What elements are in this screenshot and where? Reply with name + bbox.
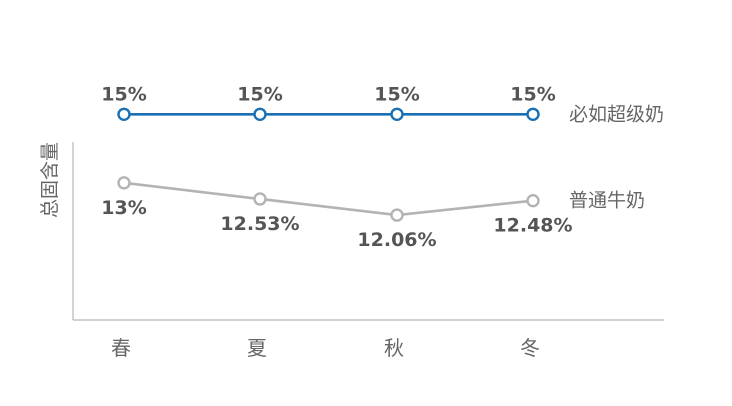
y-axis-label: 总固含量 — [39, 142, 61, 218]
series-2-point — [253, 192, 267, 206]
series-2-line — [123, 181, 534, 217]
series-2-data-label: 13% — [101, 197, 146, 219]
series-1-data-label: 15% — [101, 83, 146, 105]
series-1-data-label: 15% — [374, 83, 419, 105]
x-tick-label: 秋 — [384, 336, 404, 360]
x-tick-label: 春 — [111, 336, 131, 360]
series-1-point — [117, 107, 131, 121]
series-1-point — [390, 107, 404, 121]
series-1-data-label: 15% — [510, 83, 555, 105]
series-2-point — [117, 176, 131, 190]
series-2-data-label: 12.48% — [493, 215, 572, 237]
series-2-point — [390, 208, 404, 222]
series-1-point — [253, 107, 267, 121]
x-tick-label: 夏 — [247, 336, 267, 360]
x-tick-label: 冬 — [520, 336, 540, 360]
series-1-name-label: 必如超级奶 — [569, 103, 664, 125]
series-2-data-label: 12.06% — [357, 229, 436, 251]
x-tick-layer: 春夏秋冬 — [111, 336, 540, 360]
series-2-data-label: 12.53% — [220, 213, 299, 235]
series-1-point — [526, 107, 540, 121]
series-2-name-label: 普通牛奶 — [569, 190, 645, 212]
series-2-point — [526, 193, 540, 208]
series-layer: 15% 15% 15% 15% 必如超级奶 13% 12.53% 12.06% 12.48% 普通… — [101, 83, 664, 251]
series-1-data-label: 15% — [237, 83, 282, 105]
